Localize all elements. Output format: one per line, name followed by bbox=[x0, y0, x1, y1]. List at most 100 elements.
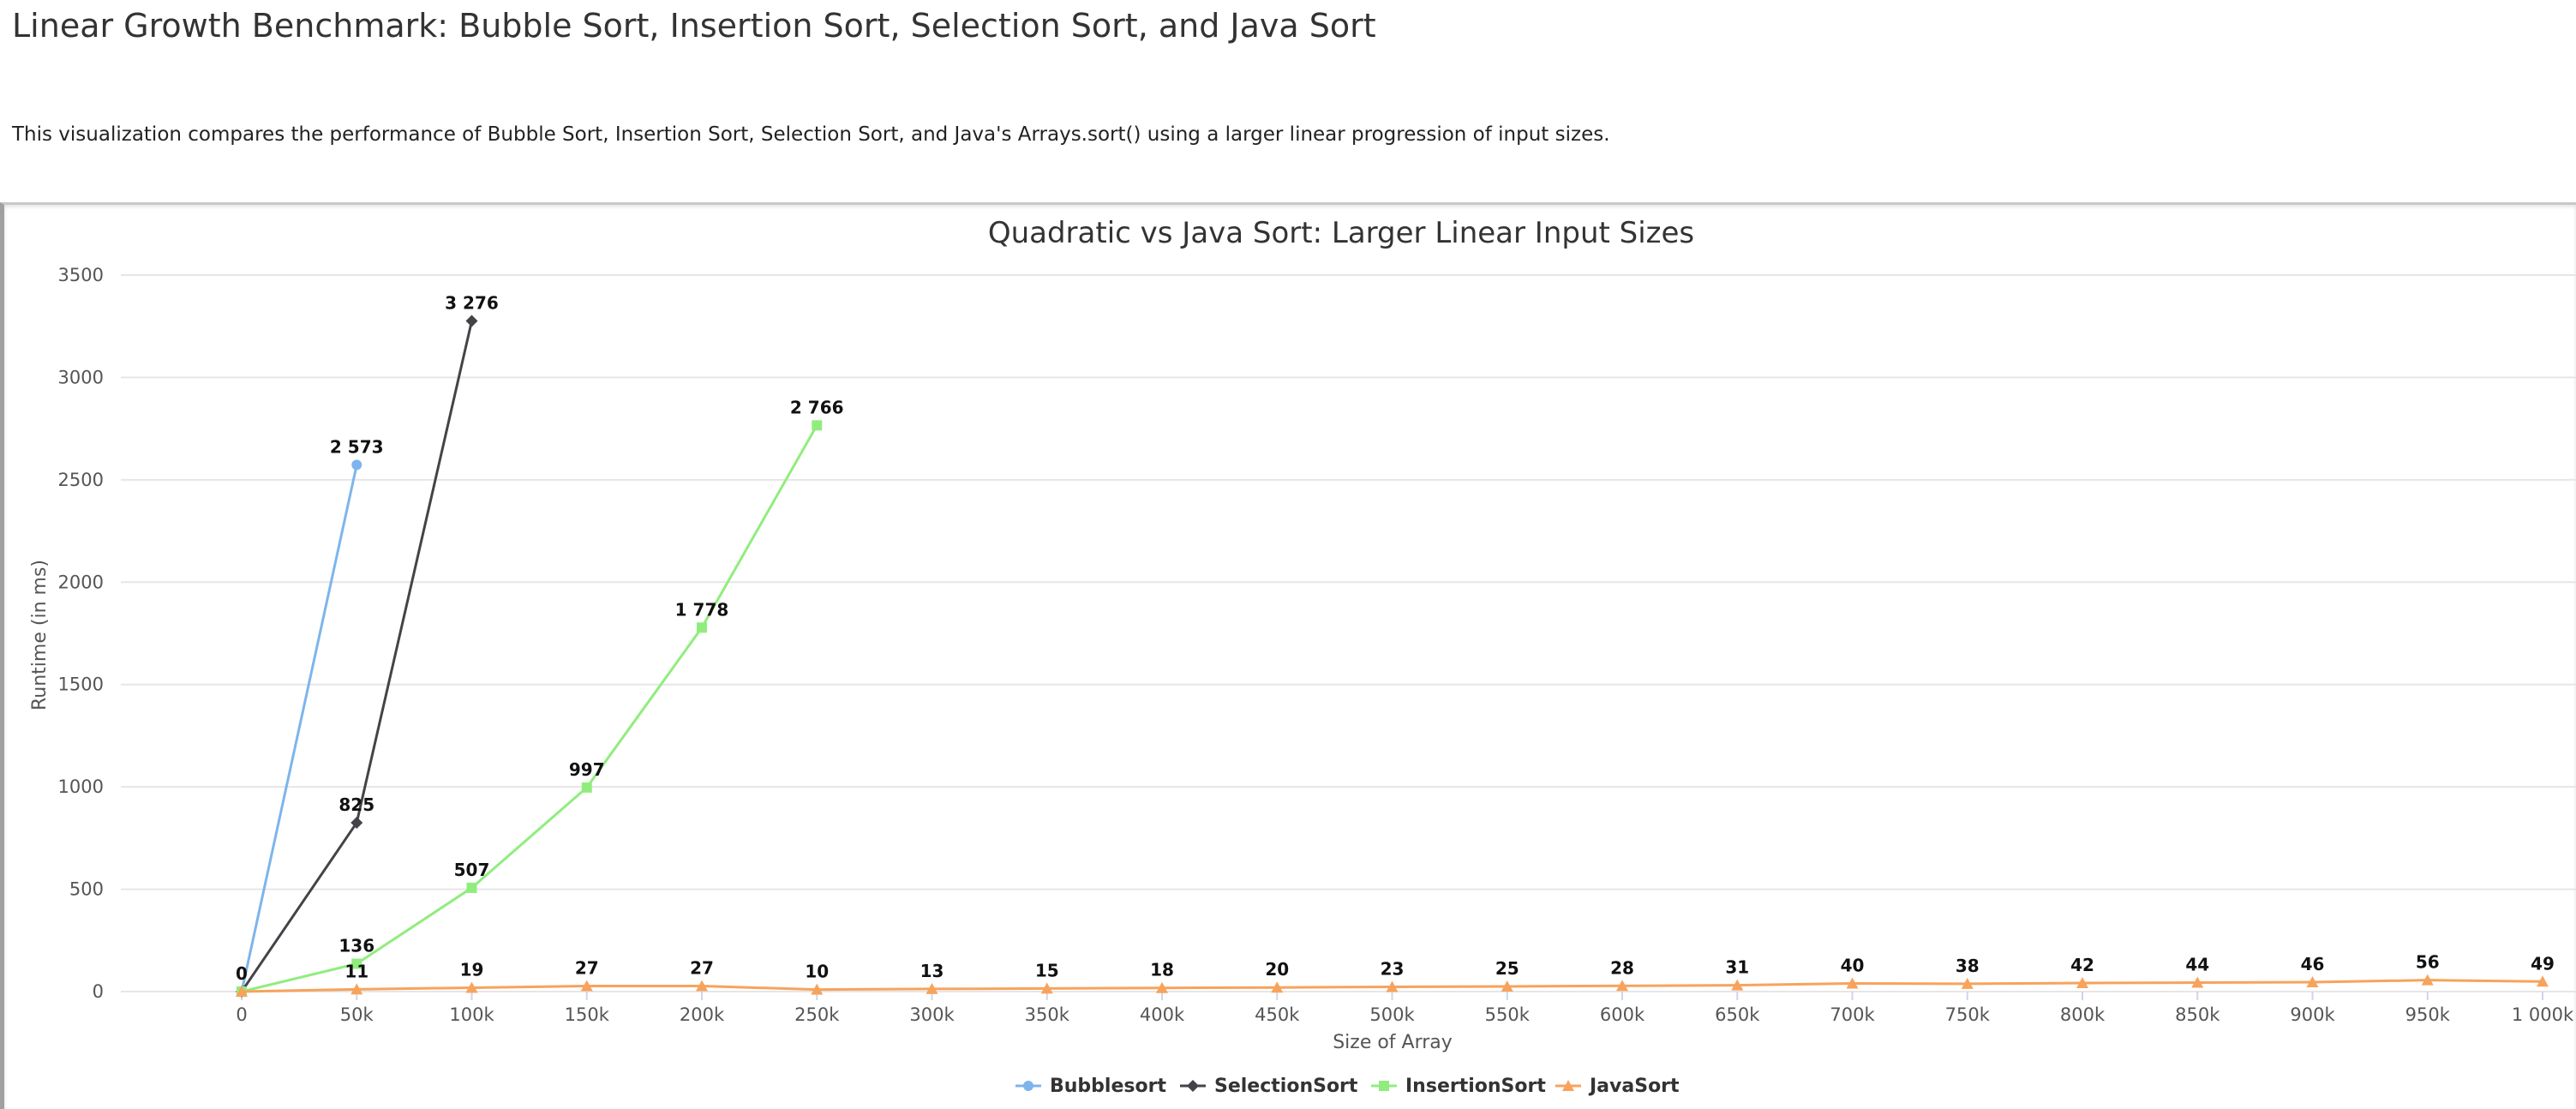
data-label: 10 bbox=[805, 962, 829, 982]
data-label: 1 778 bbox=[675, 599, 729, 620]
x-tick-label: 400k bbox=[1140, 1004, 1185, 1025]
data-label: 20 bbox=[1265, 959, 1289, 980]
x-axis-ticks: 0 50k 100k 150k 200k 250k 300k 350k 400k 450k 500k… bbox=[236, 992, 2574, 1025]
data-label: 2 766 bbox=[790, 397, 844, 417]
data-point[interactable] bbox=[811, 983, 824, 995]
data-label: 11 bbox=[344, 961, 368, 981]
y-axis-title: Runtime (in ms) bbox=[29, 560, 51, 710]
legend-symbol bbox=[1562, 1080, 1574, 1091]
data-point[interactable] bbox=[465, 981, 478, 993]
data-label: 13 bbox=[920, 961, 944, 981]
x-tick-label: 200k bbox=[680, 1004, 725, 1025]
series-line bbox=[240, 465, 358, 992]
data-label: 18 bbox=[1150, 960, 1174, 980]
data-point[interactable] bbox=[2191, 976, 2204, 988]
data-label: 56 bbox=[2416, 952, 2440, 973]
data-label: 15 bbox=[1035, 960, 1059, 980]
series-selectionsort bbox=[236, 315, 478, 998]
page-description: This visualization compares the performa… bbox=[12, 123, 1610, 146]
data-point[interactable] bbox=[1961, 977, 1974, 989]
chart-title: Quadratic vs Java Sort: Larger Linear In… bbox=[988, 216, 1694, 250]
data-label: 28 bbox=[1610, 957, 1634, 978]
legend-label: SelectionSort bbox=[1214, 1076, 1358, 1097]
legend: Bubblesort SelectionSort InsertionSort Java… bbox=[1015, 1076, 1680, 1097]
x-tick-label: 50k bbox=[340, 1004, 374, 1025]
data-label: 40 bbox=[1841, 955, 1865, 975]
data-label: 25 bbox=[1495, 958, 1519, 979]
x-tick-label: 950k bbox=[2405, 1004, 2451, 1025]
data-point[interactable] bbox=[1386, 980, 1399, 992]
legend-item-bubblesort[interactable]: Bubblesort bbox=[1015, 1076, 1166, 1097]
data-label: 19 bbox=[460, 959, 484, 980]
x-tick-label: 700k bbox=[1830, 1004, 1875, 1025]
data-label: 0 bbox=[236, 963, 248, 984]
y-tick-label: 0 bbox=[93, 981, 104, 1002]
data-point[interactable] bbox=[465, 315, 478, 327]
x-tick-label: 250k bbox=[794, 1004, 840, 1025]
data-point[interactable] bbox=[350, 983, 363, 995]
data-point[interactable] bbox=[696, 980, 708, 992]
data-point[interactable] bbox=[1846, 977, 1859, 989]
data-point[interactable] bbox=[581, 782, 592, 793]
data-label: 23 bbox=[1381, 959, 1405, 980]
legend-label: Bubblesort bbox=[1050, 1076, 1166, 1097]
legend-item-selectionsort[interactable]: SelectionSort bbox=[1180, 1076, 1358, 1097]
data-label: 44 bbox=[2185, 954, 2209, 974]
data-point[interactable] bbox=[2306, 976, 2319, 988]
x-tick-label: 1 000k bbox=[2512, 1004, 2574, 1025]
series-line bbox=[240, 321, 473, 992]
x-tick-label: 750k bbox=[1945, 1004, 1991, 1025]
x-tick-label: 100k bbox=[449, 1004, 494, 1025]
data-label: 2 573 bbox=[330, 436, 384, 457]
data-point[interactable] bbox=[350, 816, 363, 829]
x-tick-label: 900k bbox=[2290, 1004, 2335, 1025]
x-tick-label: 150k bbox=[565, 1004, 610, 1025]
series-javasort bbox=[236, 974, 2549, 997]
data-point[interactable] bbox=[2076, 976, 2088, 988]
data-point[interactable] bbox=[351, 459, 362, 471]
y-tick-label: 3500 bbox=[58, 265, 104, 285]
legend-item-insertionsort[interactable]: InsertionSort bbox=[1371, 1076, 1546, 1097]
data-label: 997 bbox=[569, 759, 605, 780]
x-tick-label: 600k bbox=[1600, 1004, 1645, 1025]
data-label: 31 bbox=[1725, 957, 1749, 978]
x-tick-label: 650k bbox=[1715, 1004, 1760, 1025]
data-label: 3 276 bbox=[445, 293, 499, 314]
x-tick-label: 0 bbox=[236, 1004, 247, 1025]
data-point[interactable] bbox=[1156, 981, 1168, 993]
data-label: 27 bbox=[575, 958, 599, 979]
y-tick-label: 2000 bbox=[58, 572, 104, 592]
data-label: 42 bbox=[2070, 955, 2094, 975]
data-point[interactable] bbox=[926, 982, 938, 994]
legend-label: JavaSort bbox=[1588, 1076, 1680, 1097]
legend-label: InsertionSort bbox=[1405, 1076, 1546, 1097]
legend-symbol bbox=[1023, 1081, 1033, 1091]
y-tick-label: 2500 bbox=[58, 470, 104, 490]
data-point[interactable] bbox=[2537, 975, 2549, 987]
data-point[interactable] bbox=[1616, 980, 1628, 992]
series-layer bbox=[236, 315, 2549, 998]
data-point[interactable] bbox=[351, 958, 362, 969]
data-point[interactable] bbox=[580, 980, 593, 992]
series-line bbox=[241, 424, 818, 993]
data-label: 46 bbox=[2301, 954, 2325, 974]
x-tick-label: 300k bbox=[909, 1004, 955, 1025]
data-point[interactable] bbox=[812, 420, 823, 431]
data-point[interactable] bbox=[466, 882, 477, 893]
legend-item-javasort[interactable]: JavaSort bbox=[1555, 1076, 1680, 1097]
x-tick-label: 500k bbox=[1369, 1004, 1415, 1025]
y-tick-label: 1500 bbox=[58, 674, 104, 695]
data-point[interactable] bbox=[236, 986, 248, 997]
data-point[interactable] bbox=[697, 622, 707, 633]
data-point[interactable] bbox=[1271, 981, 1284, 993]
data-label: 825 bbox=[338, 794, 374, 815]
y-tick-label: 500 bbox=[69, 879, 104, 900]
series-insertionsort bbox=[237, 420, 823, 997]
data-point[interactable] bbox=[1501, 980, 1513, 992]
data-point[interactable] bbox=[2421, 974, 2434, 986]
data-point[interactable] bbox=[1731, 979, 1744, 991]
data-point[interactable] bbox=[1040, 982, 1053, 994]
x-tick-label: 450k bbox=[1255, 1004, 1300, 1025]
x-axis-title: Size of Array bbox=[1333, 1032, 1453, 1053]
legend-symbol bbox=[1187, 1080, 1199, 1092]
